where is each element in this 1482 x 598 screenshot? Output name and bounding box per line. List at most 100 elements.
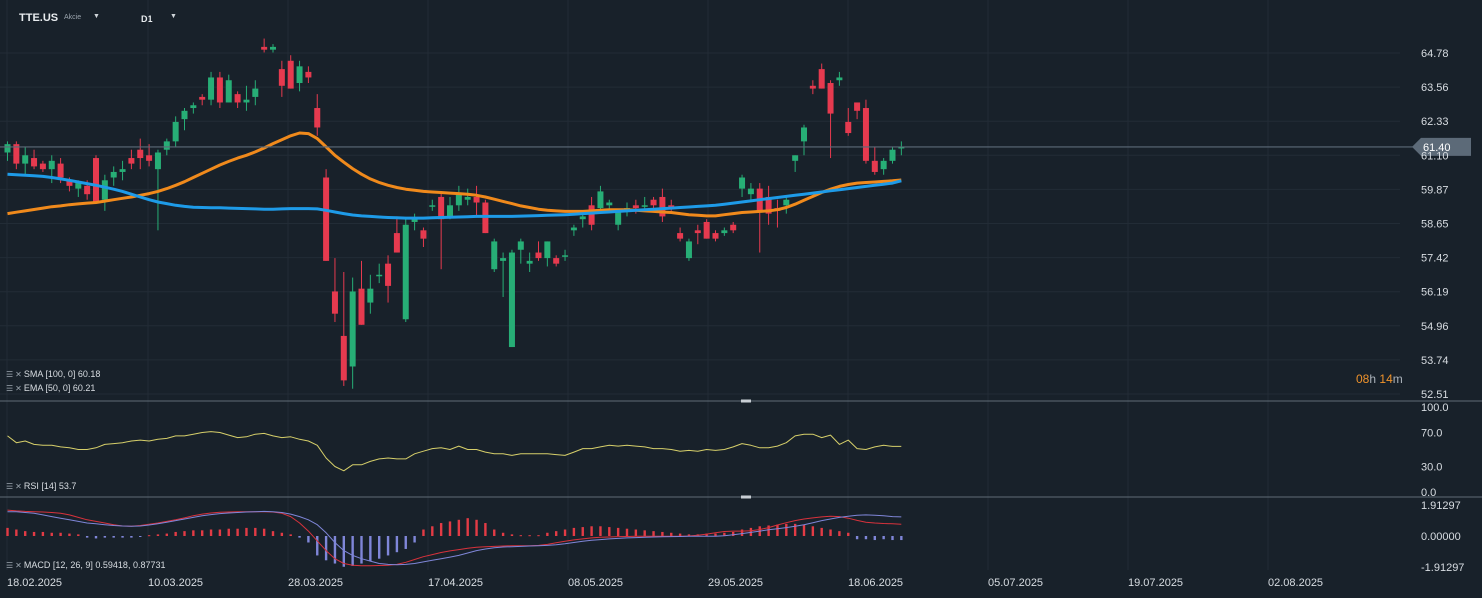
candle-body <box>39 163 46 170</box>
candle-body <box>323 177 330 261</box>
candle-body <box>615 210 622 225</box>
macd-histogram-bar <box>767 525 770 536</box>
candle-body <box>836 77 843 81</box>
macd-panel <box>6 509 903 567</box>
close-icon[interactable]: ✕ <box>15 384 22 393</box>
settings-icon[interactable]: ☰ <box>6 370 14 379</box>
candle-body <box>234 94 241 103</box>
candle-body <box>358 288 365 325</box>
candle-body <box>544 241 551 259</box>
macd-histogram-bar <box>439 523 443 536</box>
rsi-axis-label: 30.0 <box>1421 462 1442 474</box>
price-axis-label: 56.19 <box>1421 287 1449 299</box>
candle-body <box>659 196 666 217</box>
candle-body <box>57 163 64 178</box>
settings-icon[interactable]: ☰ <box>6 561 14 570</box>
macd-histogram-bar <box>484 523 487 536</box>
candle-body <box>314 108 321 128</box>
rsi-panel <box>7 431 902 472</box>
candle-body <box>597 191 604 209</box>
macd-histogram-bar <box>457 519 461 536</box>
candle-body <box>632 205 639 209</box>
symbol-dropdown-icon[interactable]: ▼ <box>93 13 100 20</box>
macd-histogram-bar <box>50 532 53 536</box>
symbol-type-label: Akcie <box>64 14 82 21</box>
macd-histogram-bar <box>201 530 204 536</box>
candle-body <box>93 158 99 203</box>
candle-body <box>199 96 206 100</box>
macd-histogram-bar <box>740 529 744 536</box>
macd-histogram-bar <box>882 536 885 540</box>
macd-histogram-bar <box>112 536 115 538</box>
macd-histogram-bar <box>793 523 797 536</box>
price-axis-label: 59.87 <box>1421 184 1449 196</box>
macd-histogram-bar <box>15 529 18 536</box>
panel-separators[interactable] <box>0 399 1482 499</box>
countdown-hours-unit: h <box>1369 372 1377 386</box>
macd-line <box>7 510 902 566</box>
ema-legend: ☰ ✕ EMA [50, 0] 60.21 <box>6 383 95 393</box>
settings-icon[interactable]: ☰ <box>6 384 14 393</box>
candle-body <box>13 144 20 164</box>
candle-body <box>154 152 161 170</box>
macd-signal-line <box>7 509 902 567</box>
date-axis-label: 29.05.2025 <box>708 577 763 589</box>
macd-histogram-bar <box>147 535 151 537</box>
settings-icon[interactable]: ☰ <box>6 482 14 491</box>
macd-histogram-bar <box>85 536 89 538</box>
macd-histogram-bar <box>864 536 868 540</box>
candle-body <box>845 121 852 134</box>
macd-histogram-bar <box>723 532 726 536</box>
macd-legend-text: MACD [12, 26, 9] 0.59418, 0.87731 <box>23 560 166 570</box>
timeframe-dropdown-icon[interactable]: ▼ <box>170 13 177 20</box>
last-price-line: 61.40 <box>0 137 1471 156</box>
close-icon[interactable]: ✕ <box>15 561 22 570</box>
price-axis-label: 58.65 <box>1421 218 1449 230</box>
candle-body <box>296 66 303 84</box>
date-axis-label: 18.06.2025 <box>848 577 903 589</box>
candle-body <box>393 233 400 253</box>
rsi-legend: ☰ ✕ RSI [14] 53.7 <box>6 481 76 491</box>
candle-body <box>367 288 374 303</box>
symbol-label[interactable]: TTE.US <box>19 12 59 24</box>
macd-axis-label: 1.91297 <box>1421 500 1461 512</box>
candle-body <box>411 219 418 222</box>
candle-body <box>172 121 179 142</box>
close-icon[interactable]: ✕ <box>15 482 22 491</box>
close-icon[interactable]: ✕ <box>15 370 22 379</box>
candle-body <box>385 263 392 286</box>
countdown-minutes: 14 <box>1379 372 1393 386</box>
macd-histogram-bar <box>94 536 98 539</box>
macd-histogram-bar <box>280 532 284 536</box>
date-axis-label: 10.03.2025 <box>148 577 203 589</box>
rsi-axis-label: 0.0 <box>1421 487 1436 499</box>
price-axis-label: 63.56 <box>1421 82 1449 94</box>
price-axis-label: 57.42 <box>1421 253 1449 265</box>
macd-histogram-bar <box>528 535 531 537</box>
candle-body <box>261 46 268 50</box>
timeframe-label[interactable]: D1 <box>141 14 153 24</box>
price-axis-label: 54.96 <box>1421 321 1449 333</box>
candle-body <box>278 69 285 86</box>
macd-histogram-bar <box>351 536 354 566</box>
candle-body <box>606 202 613 206</box>
macd-histogram-bar <box>333 536 337 564</box>
macd-histogram-bar <box>572 527 576 536</box>
candle-body <box>84 185 91 195</box>
countdown-hours: 08 <box>1356 372 1370 386</box>
candle-body <box>641 205 648 207</box>
candle-body <box>562 255 569 257</box>
macd-histogram-bar <box>590 526 593 536</box>
candle-body <box>376 274 383 277</box>
candle-body <box>101 180 108 200</box>
macd-histogram-bar <box>493 529 496 536</box>
candle-body <box>287 60 294 89</box>
macd-axis-label: -1.91297 <box>1421 562 1464 574</box>
macd-histogram-bar <box>431 526 434 536</box>
macd-histogram-bar <box>209 529 213 536</box>
panel-resize-handle <box>741 495 751 499</box>
price-axis-label: 61.10 <box>1421 150 1449 162</box>
macd-histogram-bar <box>324 536 328 561</box>
macd-histogram-bar <box>652 531 655 536</box>
